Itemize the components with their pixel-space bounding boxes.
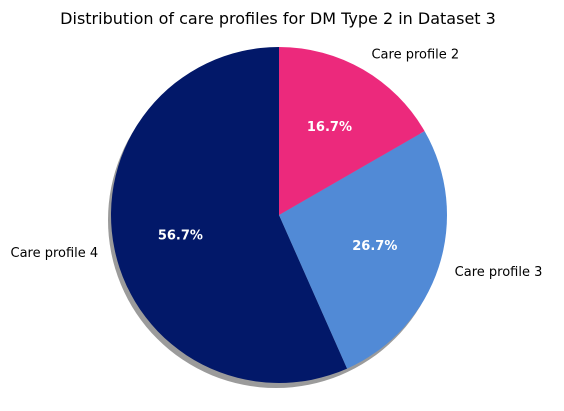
pie-slices	[111, 46, 448, 383]
pie-slice-care-profile-4	[111, 47, 348, 383]
pie-labels: 56.7% Care profile 4 26.7% Care profile 3 16…	[11, 48, 543, 280]
chart-title: Distribution of care profiles for DM Typ…	[60, 9, 496, 28]
slice-label-care-profile-3: Care profile 3	[455, 265, 543, 280]
pie-slice-care-profile-2	[279, 46, 425, 215]
pie-slice-care-profile-3	[279, 131, 448, 369]
pct-label-care-profile-4: 56.7%	[158, 228, 203, 243]
slice-label-care-profile-2: Care profile 2	[371, 48, 459, 63]
pct-label-care-profile-2: 16.7%	[307, 120, 352, 135]
pct-label-care-profile-3: 26.7%	[352, 239, 397, 254]
slice-label-care-profile-4: Care profile 4	[11, 246, 99, 261]
